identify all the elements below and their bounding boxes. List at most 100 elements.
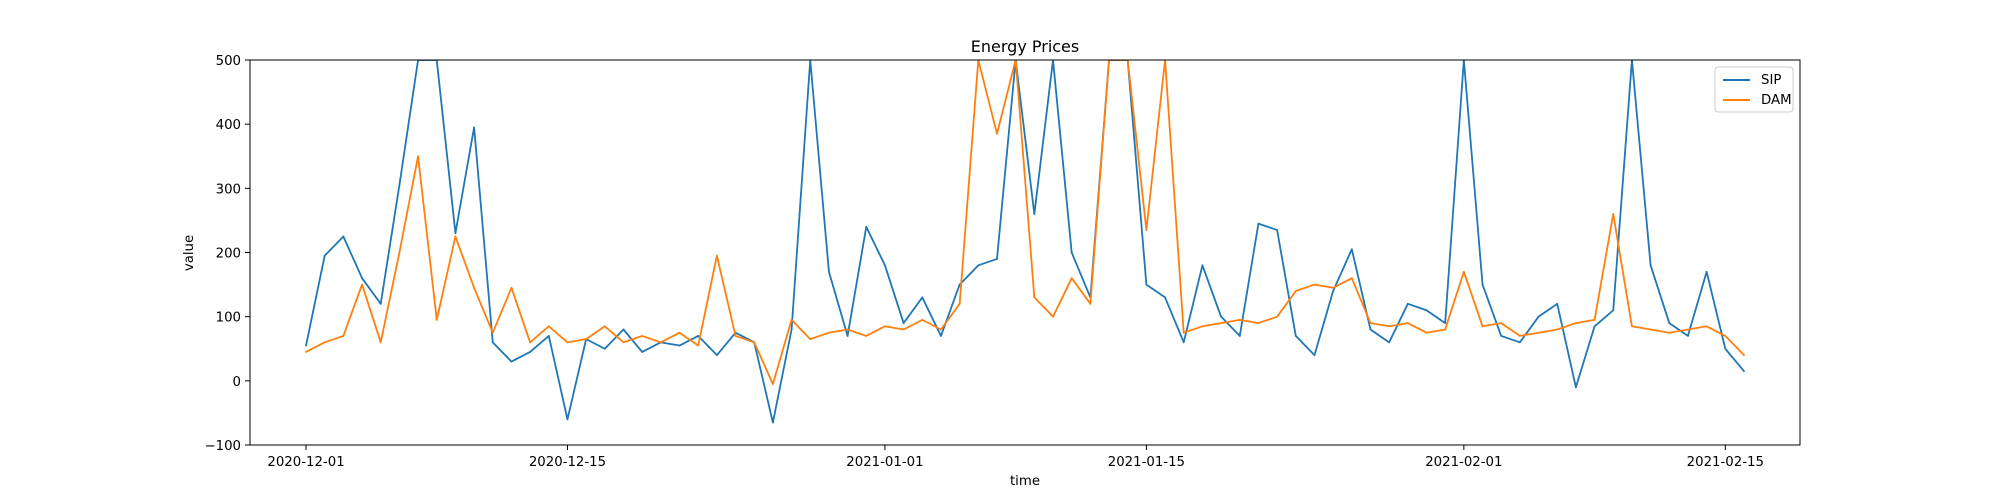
x-axis: 2020-12-01 2020-12-15 2021-01-01 2021-01-15… — [267, 445, 1764, 470]
data-point-sip — [1070, 251, 1073, 254]
data-point-dam — [435, 318, 438, 321]
data-point-dam — [1518, 335, 1521, 337]
data-point-dam — [884, 325, 886, 328]
data-point-sip — [1743, 370, 1745, 373]
data-point-sip — [1164, 296, 1166, 299]
x-tick-label: 2021-02-15 — [1687, 455, 1764, 470]
data-point-dam — [1220, 322, 1222, 324]
data-point-sip — [1481, 283, 1484, 286]
data-point-sip — [697, 335, 700, 337]
data-point-dam — [641, 335, 644, 337]
data-point-dam — [902, 328, 905, 331]
data-point-sip — [1220, 315, 1222, 318]
data-point-sip — [1612, 309, 1615, 312]
data-point-dam — [510, 286, 513, 289]
data-point-sip — [1500, 335, 1503, 337]
series-sip — [305, 60, 1745, 424]
data-point-sip — [715, 354, 718, 357]
data-point-dam — [342, 335, 345, 337]
data-point-sip — [473, 126, 475, 129]
data-point-sip — [921, 296, 924, 299]
y-tick-label: 100 — [216, 311, 241, 326]
data-point-dam — [1201, 325, 1204, 328]
y-tick-label: 0 — [233, 375, 241, 390]
data-point-dam — [1406, 322, 1409, 324]
data-point-dam — [734, 335, 737, 337]
data-point-sip — [641, 351, 644, 353]
data-point-dam — [603, 325, 606, 328]
data-point-sip — [902, 322, 905, 324]
data-point-sip — [1369, 328, 1372, 331]
data-point-dam — [940, 328, 942, 331]
data-point-dam — [865, 335, 868, 337]
data-point-dam — [1313, 283, 1316, 286]
data-point-sip — [1350, 248, 1353, 251]
y-tick-label: 500 — [216, 54, 241, 69]
data-point-dam — [1500, 322, 1503, 324]
data-point-dam — [622, 341, 625, 344]
data-point-sip — [622, 328, 625, 331]
data-point-dam — [585, 338, 588, 341]
data-point-dam — [659, 341, 662, 344]
data-point-sip — [1668, 322, 1671, 324]
data-point-sip — [323, 254, 326, 257]
data-point-sip — [1518, 341, 1521, 344]
data-point-sip — [603, 347, 606, 350]
data-point-sip — [398, 184, 401, 187]
data-point-dam — [529, 341, 532, 344]
data-point-dam — [790, 318, 793, 321]
x-tick-label: 2021-02-01 — [1425, 455, 1502, 470]
data-point-sip — [305, 344, 307, 347]
data-point-dam — [473, 286, 475, 289]
data-point-dam — [1294, 290, 1297, 292]
data-point-dam — [398, 251, 401, 254]
data-point-dam — [1743, 354, 1745, 357]
data-point-sip — [996, 258, 998, 260]
data-point-dam — [1332, 286, 1335, 289]
data-point-dam — [1537, 331, 1540, 334]
data-point-dam — [1444, 328, 1447, 331]
data-point-sip — [1257, 222, 1260, 225]
data-point-dam — [566, 341, 569, 344]
data-point-dam — [1556, 328, 1559, 331]
data-point-dam — [1276, 315, 1279, 318]
legend-label-sip: SIP — [1761, 73, 1781, 88]
data-point-dam — [678, 331, 681, 334]
data-point-sip — [884, 264, 886, 267]
data-point-dam — [1593, 318, 1596, 321]
data-point-dam — [753, 341, 756, 344]
data-point-dam — [1575, 322, 1577, 324]
data-point-sip — [566, 418, 569, 421]
data-point-sip — [1332, 290, 1335, 292]
data-point-dam — [715, 254, 718, 257]
data-point-dam — [1612, 213, 1615, 215]
data-point-sip — [1276, 229, 1279, 231]
data-point-dam — [1649, 328, 1652, 331]
data-point-dam — [958, 302, 961, 305]
data-point-dam — [1462, 270, 1465, 273]
data-point-dam — [771, 383, 774, 385]
data-point-sip — [1444, 322, 1447, 324]
data-point-sip — [1294, 335, 1297, 337]
x-tick-label: 2020-12-01 — [267, 455, 344, 470]
data-point-sip — [1182, 341, 1185, 344]
data-point-sip — [1313, 354, 1316, 357]
data-point-sip — [1537, 315, 1540, 318]
data-point-dam — [1033, 296, 1036, 299]
data-point-sip — [1705, 270, 1708, 273]
chart-title: Energy Prices — [971, 37, 1079, 56]
data-point-dam — [1369, 322, 1372, 324]
data-point-sip — [1593, 325, 1596, 328]
data-point-dam — [809, 338, 812, 341]
data-point-dam — [1257, 322, 1260, 324]
data-point-sip — [940, 335, 942, 337]
data-point-dam — [996, 132, 998, 135]
data-point-dam — [1481, 325, 1484, 328]
data-point-dam — [305, 351, 307, 353]
y-axis-label: value — [182, 235, 197, 271]
data-point-sip — [1556, 302, 1559, 305]
x-tick-label: 2021-01-15 — [1108, 455, 1185, 470]
data-point-sip — [828, 270, 830, 273]
